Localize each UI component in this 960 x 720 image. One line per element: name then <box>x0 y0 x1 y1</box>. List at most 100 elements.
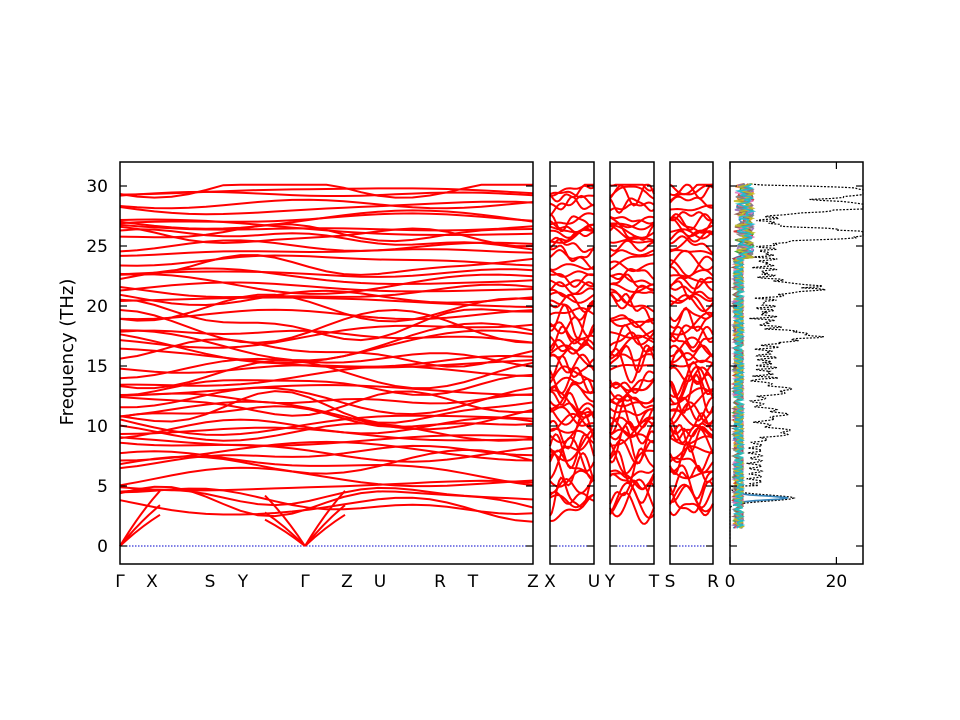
band-line <box>609 215 655 229</box>
band-line <box>669 276 714 290</box>
band-line <box>549 248 595 271</box>
band-line <box>119 296 534 308</box>
band-line <box>119 444 534 470</box>
k-point-label: Z <box>527 572 539 592</box>
band-line <box>549 183 594 197</box>
band-line <box>609 442 655 475</box>
dos-panel: 0 20 <box>725 161 864 592</box>
y-tick-label: 0 <box>97 537 108 557</box>
band-line <box>119 183 533 199</box>
band-line <box>669 311 714 336</box>
band-line <box>609 344 655 384</box>
band-line <box>609 183 655 192</box>
band-line <box>609 473 655 504</box>
band-line <box>669 265 714 280</box>
band-line <box>669 479 714 514</box>
band-line <box>549 184 595 203</box>
band-line <box>610 224 655 239</box>
band-line <box>549 451 595 487</box>
k-point-label: Γ <box>300 572 310 592</box>
dos-x-tick-label: 0 <box>725 572 736 592</box>
band-line <box>669 285 714 300</box>
band-line <box>549 213 595 233</box>
k-point-label: Γ <box>115 572 125 592</box>
band-line <box>549 194 595 217</box>
band-line <box>549 405 595 427</box>
band-line <box>119 405 534 429</box>
panel-frame <box>549 161 595 565</box>
band-line <box>549 244 595 263</box>
band-line <box>119 289 534 307</box>
band-line <box>549 436 595 481</box>
band-line <box>119 228 534 251</box>
band-line <box>549 412 595 444</box>
k-point-label: S <box>205 572 216 592</box>
band-line <box>119 218 534 237</box>
band-line <box>669 419 714 438</box>
y-tick-label: 10 <box>86 417 108 437</box>
band-line <box>609 197 655 214</box>
band-line <box>119 273 534 295</box>
band-line <box>669 230 714 243</box>
acoustic-branch <box>304 513 346 547</box>
band-line <box>549 343 595 359</box>
band-line <box>119 281 534 293</box>
band-line <box>119 373 534 397</box>
band-line <box>669 445 714 460</box>
band-line <box>609 364 655 371</box>
band-line <box>119 434 534 447</box>
panel-frame <box>669 161 714 565</box>
band-line <box>549 431 595 453</box>
band-line <box>609 416 655 429</box>
band-line <box>669 183 713 200</box>
k-point-label: R <box>707 572 719 592</box>
band-line <box>119 209 534 230</box>
band-line <box>119 383 534 396</box>
band-line <box>119 390 534 424</box>
y-tick-label: 15 <box>86 357 108 377</box>
band-line <box>669 344 714 361</box>
band-line <box>119 254 534 267</box>
band-line <box>609 377 655 392</box>
k-point-label: R <box>434 572 446 592</box>
band-line <box>609 260 655 273</box>
band-line <box>119 352 534 380</box>
band-line <box>609 183 655 207</box>
band-line <box>119 392 534 405</box>
acoustic-branch <box>119 513 161 547</box>
band-line <box>669 365 714 405</box>
band-line <box>669 423 714 453</box>
band-line <box>119 365 534 387</box>
band-line <box>119 322 534 362</box>
band-line <box>549 228 594 239</box>
band-line <box>119 268 534 278</box>
k-point-label: U <box>588 572 600 592</box>
band-line <box>669 332 714 353</box>
band-line <box>119 466 534 488</box>
band-line <box>549 366 595 395</box>
band-line <box>609 317 655 341</box>
band-line <box>119 479 534 492</box>
band-line <box>609 324 655 354</box>
band-line <box>609 291 655 310</box>
band-line <box>549 212 595 226</box>
band-line <box>669 255 714 278</box>
band-line <box>119 441 534 463</box>
band-line <box>609 239 655 252</box>
band-line <box>609 407 655 417</box>
y-axis-title: Frequency (THz) <box>57 279 78 426</box>
band-line <box>119 416 534 440</box>
band-line <box>119 386 534 416</box>
band-line <box>119 338 534 368</box>
band-line <box>549 223 595 244</box>
k-point-label: U <box>374 572 386 592</box>
band-line <box>549 493 595 523</box>
dos-frame <box>729 161 864 565</box>
band-line <box>549 293 595 314</box>
band-line <box>609 381 655 405</box>
band-line <box>609 224 654 244</box>
